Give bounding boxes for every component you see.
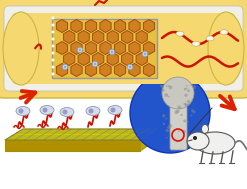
- Ellipse shape: [192, 41, 200, 46]
- Circle shape: [77, 47, 83, 53]
- Circle shape: [52, 23, 55, 26]
- Circle shape: [162, 114, 165, 117]
- Circle shape: [52, 37, 55, 40]
- Circle shape: [174, 110, 178, 114]
- Ellipse shape: [187, 132, 209, 150]
- Circle shape: [52, 66, 55, 68]
- Circle shape: [168, 96, 170, 98]
- FancyBboxPatch shape: [0, 0, 247, 98]
- Polygon shape: [5, 140, 140, 151]
- Circle shape: [168, 126, 171, 129]
- Circle shape: [166, 85, 168, 87]
- Circle shape: [142, 51, 148, 57]
- Circle shape: [168, 85, 170, 87]
- Ellipse shape: [176, 31, 184, 36]
- Circle shape: [162, 77, 194, 109]
- Circle shape: [163, 123, 165, 125]
- Circle shape: [52, 73, 55, 75]
- Circle shape: [161, 88, 165, 92]
- Circle shape: [167, 127, 168, 128]
- Circle shape: [191, 84, 193, 86]
- Circle shape: [176, 110, 180, 113]
- Circle shape: [88, 108, 94, 114]
- Circle shape: [92, 61, 98, 67]
- Circle shape: [165, 118, 167, 120]
- Circle shape: [186, 88, 188, 89]
- Circle shape: [169, 86, 172, 89]
- Circle shape: [187, 121, 189, 123]
- Circle shape: [111, 51, 113, 53]
- Circle shape: [189, 136, 192, 139]
- Circle shape: [184, 103, 186, 105]
- Circle shape: [79, 49, 81, 51]
- Circle shape: [183, 119, 186, 122]
- Circle shape: [190, 115, 192, 117]
- Circle shape: [164, 93, 168, 97]
- Ellipse shape: [206, 36, 214, 41]
- Circle shape: [184, 94, 187, 97]
- Circle shape: [187, 103, 189, 106]
- Circle shape: [62, 109, 67, 115]
- Ellipse shape: [60, 108, 74, 116]
- Circle shape: [127, 64, 133, 70]
- Circle shape: [165, 129, 169, 132]
- Circle shape: [181, 114, 183, 116]
- Circle shape: [94, 63, 96, 65]
- Circle shape: [64, 66, 66, 68]
- Circle shape: [52, 51, 55, 54]
- Circle shape: [62, 64, 68, 70]
- Circle shape: [191, 109, 194, 112]
- Ellipse shape: [108, 105, 122, 115]
- Circle shape: [168, 124, 172, 128]
- Circle shape: [52, 59, 55, 61]
- Circle shape: [160, 85, 162, 87]
- Circle shape: [192, 110, 196, 114]
- Polygon shape: [140, 129, 158, 151]
- Ellipse shape: [195, 132, 235, 154]
- Circle shape: [178, 130, 180, 132]
- FancyBboxPatch shape: [4, 6, 243, 91]
- Circle shape: [187, 100, 190, 103]
- Circle shape: [191, 99, 193, 101]
- Circle shape: [187, 89, 190, 92]
- Ellipse shape: [3, 12, 39, 85]
- Circle shape: [52, 30, 55, 33]
- Ellipse shape: [208, 12, 244, 85]
- Circle shape: [110, 108, 116, 112]
- Circle shape: [166, 137, 168, 138]
- Circle shape: [184, 88, 186, 90]
- Circle shape: [130, 73, 210, 153]
- Circle shape: [19, 108, 23, 114]
- Circle shape: [161, 85, 164, 88]
- Circle shape: [182, 130, 186, 134]
- Ellipse shape: [220, 30, 228, 35]
- Ellipse shape: [16, 106, 30, 115]
- Circle shape: [52, 16, 55, 19]
- FancyBboxPatch shape: [170, 98, 187, 150]
- Circle shape: [185, 103, 188, 107]
- Circle shape: [177, 105, 181, 109]
- Ellipse shape: [40, 105, 54, 115]
- Circle shape: [186, 85, 187, 87]
- Ellipse shape: [86, 106, 100, 115]
- Circle shape: [52, 44, 55, 47]
- Circle shape: [144, 53, 146, 55]
- Circle shape: [193, 136, 197, 140]
- Circle shape: [42, 108, 47, 112]
- Polygon shape: [5, 129, 158, 140]
- Circle shape: [109, 49, 115, 55]
- FancyBboxPatch shape: [12, 13, 235, 84]
- FancyBboxPatch shape: [52, 19, 157, 78]
- Ellipse shape: [202, 125, 208, 133]
- Circle shape: [192, 85, 196, 89]
- Circle shape: [129, 66, 131, 68]
